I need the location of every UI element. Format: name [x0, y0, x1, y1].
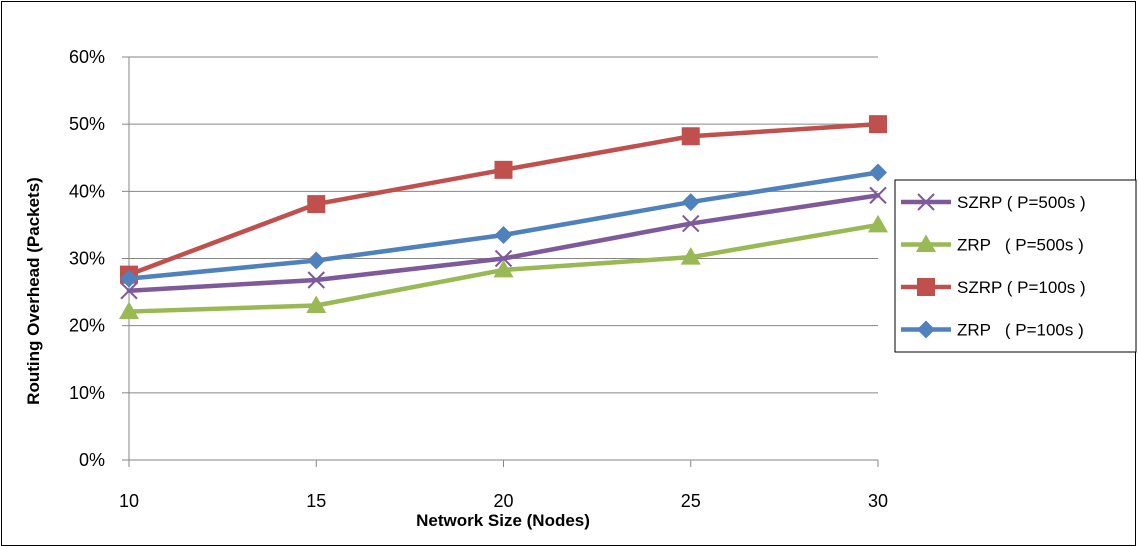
legend-label: ZRP ( P=500s )	[957, 236, 1084, 255]
data-point	[681, 193, 700, 212]
data-point	[494, 249, 513, 268]
marker-stroke	[917, 193, 935, 211]
series-line	[126, 121, 881, 277]
x-axis-title: Network Size (Nodes)	[416, 511, 590, 530]
legend-item-2: ZRP ( P=500s )	[901, 234, 1084, 255]
x-tick-labels: 10 15 20 25 30	[119, 491, 888, 511]
series-group	[119, 115, 888, 320]
x-tick-label: 10	[119, 491, 139, 511]
data-point	[307, 251, 326, 270]
series-4	[120, 163, 887, 288]
legend-box	[894, 179, 1137, 353]
data-point	[869, 115, 887, 134]
data-point	[869, 186, 887, 205]
x-tick-label: 25	[681, 491, 701, 511]
axes	[122, 56, 879, 467]
data-point	[306, 295, 327, 314]
legend-item-3: SZRP ( P=100s )	[901, 278, 1086, 297]
y-tick-label: 30%	[69, 249, 105, 269]
x-tick-label: 15	[306, 491, 326, 511]
data-point	[869, 163, 887, 182]
marker-stroke	[494, 249, 513, 268]
legend-item-1: SZRP ( P=500s )	[901, 193, 1086, 212]
marker-stroke	[120, 282, 138, 300]
x-tick-label: 30	[868, 491, 888, 511]
y-tick-label: 50%	[69, 114, 105, 134]
data-point	[307, 271, 325, 289]
data-point	[681, 127, 700, 146]
data-point	[868, 214, 888, 233]
y-tick-labels: 0% 10% 20% 30% 40% 50% 60%	[69, 47, 105, 470]
legend-item-4: ZRP ( P=100s )	[901, 320, 1084, 340]
data-point	[493, 259, 514, 278]
series-1	[120, 186, 887, 300]
marker-stroke	[307, 271, 325, 289]
data-point	[307, 195, 326, 214]
legend-marker	[916, 234, 936, 252]
gridlines	[129, 56, 878, 394]
legend-marker	[917, 320, 935, 339]
data-point	[682, 214, 700, 233]
x-tick-label: 20	[493, 491, 513, 511]
marker-stroke	[869, 186, 887, 205]
series-3	[120, 115, 887, 284]
y-tick-label: 10%	[69, 383, 105, 403]
y-tick-label: 20%	[69, 316, 105, 336]
data-point	[120, 269, 138, 288]
data-point	[119, 301, 139, 320]
legend: SZRP ( P=500s ) ZRP ( P=500s ) SZRP ( P=10…	[894, 179, 1137, 353]
data-point	[494, 160, 513, 179]
y-tick-label: 40%	[69, 181, 105, 201]
data-point	[494, 225, 513, 244]
legend-label: ZRP ( P=100s )	[957, 321, 1084, 340]
legend-label: SZRP ( P=500s )	[957, 193, 1086, 212]
y-tick-label: 0%	[79, 450, 105, 470]
marker-stroke	[682, 214, 700, 233]
y-tick-label: 60%	[69, 47, 105, 67]
data-point	[120, 282, 138, 300]
legend-marker	[917, 278, 935, 296]
legend-marker	[917, 193, 935, 211]
legend-label: SZRP ( P=100s )	[957, 278, 1086, 297]
series-2	[119, 214, 888, 320]
y-axis-title: Routing Overhead (Packets)	[24, 177, 43, 405]
data-point	[680, 247, 701, 265]
